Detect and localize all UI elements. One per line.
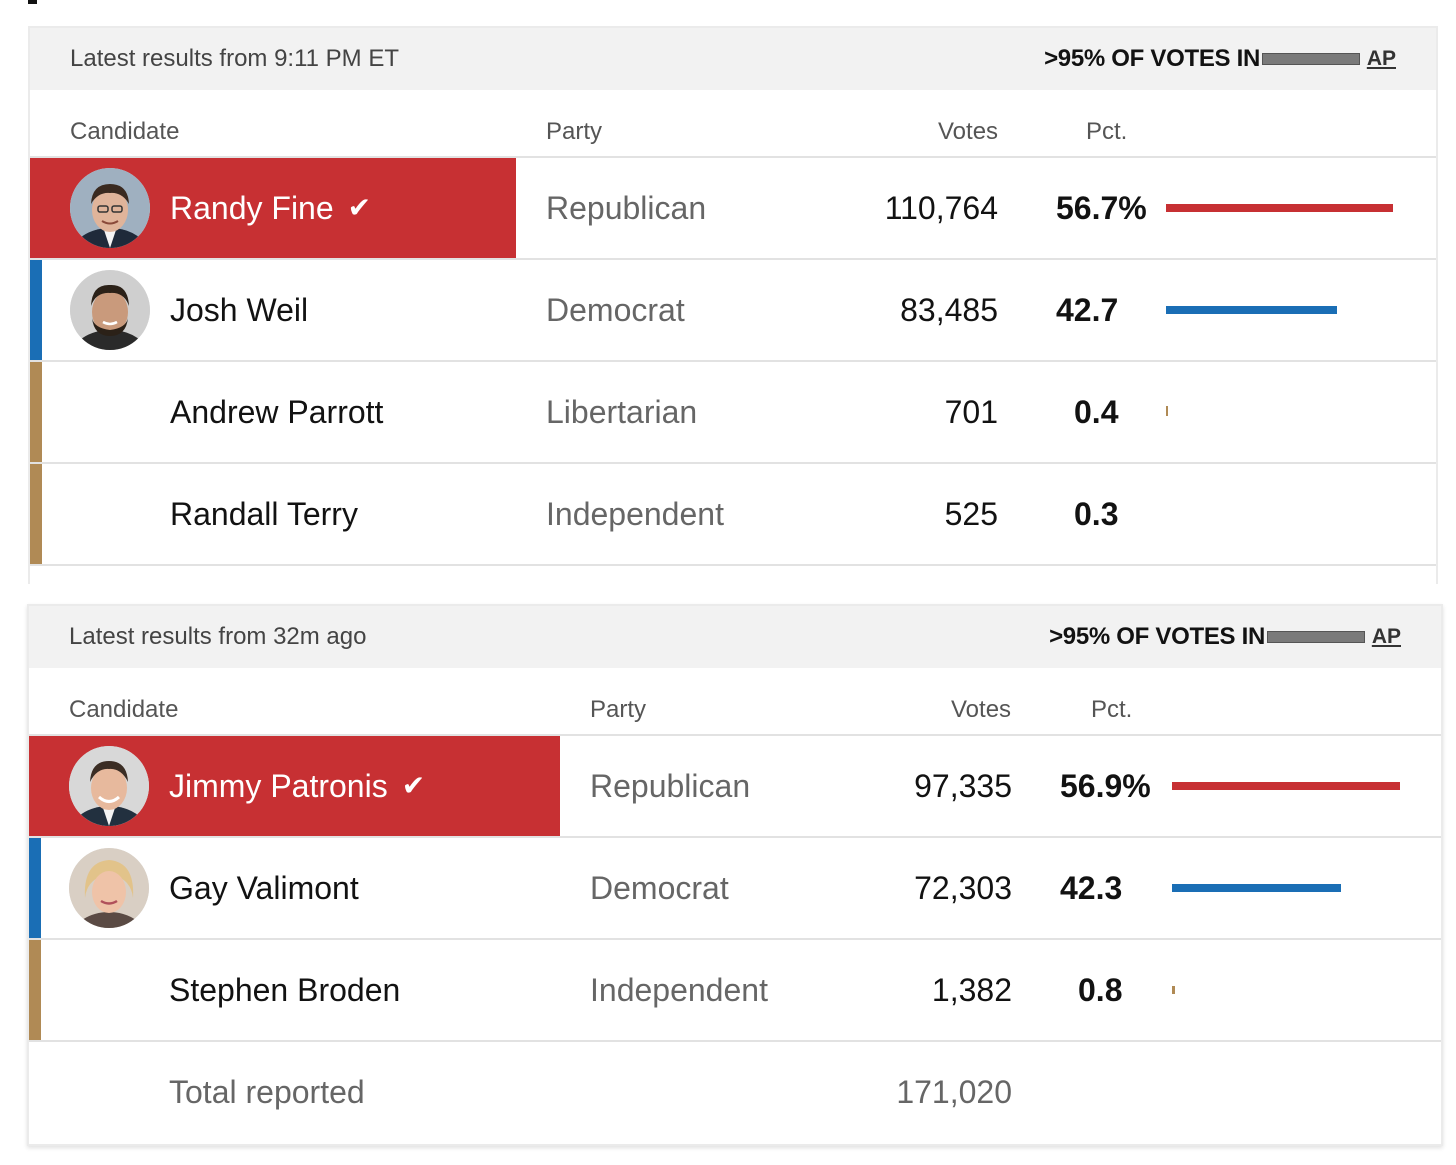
candidate-party: Republican bbox=[546, 190, 707, 226]
column-header-votes: Votes bbox=[938, 118, 999, 145]
candidate-name: Andrew Parrott bbox=[170, 394, 384, 430]
top-edge-mark bbox=[28, 0, 37, 4]
column-header-pct: Pct. bbox=[1091, 696, 1133, 723]
candidate-votes: 1,382 bbox=[931, 972, 1012, 1008]
candidate-photo bbox=[70, 168, 150, 248]
candidate-photo bbox=[70, 270, 150, 350]
party-color-stripe bbox=[30, 362, 42, 462]
candidate-party: Republican bbox=[590, 768, 751, 804]
candidate-row: Randall Terry Independent 525 0.3 bbox=[30, 464, 1436, 566]
pct-bar bbox=[1172, 782, 1400, 790]
party-color-stripe bbox=[30, 260, 42, 360]
candidate-pct: 42.7 bbox=[1056, 292, 1119, 328]
candidate-votes: 525 bbox=[944, 496, 998, 532]
latest-results-text: Latest results from 9:11 PM ET bbox=[70, 45, 400, 72]
party-color-stripe bbox=[29, 940, 41, 1040]
pct-bar bbox=[1172, 884, 1341, 892]
candidate-name: Jimmy Patronis ✔ bbox=[169, 736, 425, 836]
candidate-photo bbox=[69, 848, 149, 928]
total-reported-value: 171,020 bbox=[896, 1074, 1012, 1110]
pct-bar bbox=[1166, 306, 1337, 314]
candidate-votes: 701 bbox=[944, 394, 998, 430]
pct-bar bbox=[1166, 406, 1168, 416]
candidate-party: Independent bbox=[546, 496, 724, 532]
candidate-pct: 42.3 bbox=[1060, 870, 1123, 906]
candidate-votes: 83,485 bbox=[900, 292, 998, 328]
candidate-row: Randy Fine ✔ Republican 110,764 56.7% bbox=[30, 158, 1436, 260]
candidate-row: Gay Valimont Democrat 72,303 42.3 bbox=[29, 838, 1441, 940]
votes-in-label: >95% OF VOTES IN bbox=[1049, 623, 1265, 650]
race-results-panel-1: Latest results from 9:11 PM ET >95% OF V… bbox=[28, 26, 1438, 584]
candidate-party: Democrat bbox=[590, 870, 729, 906]
candidate-photo bbox=[69, 746, 149, 826]
ap-source-link[interactable]: AP bbox=[1371, 625, 1401, 648]
candidate-name: Stephen Broden bbox=[169, 972, 401, 1008]
winner-check-icon: ✔ bbox=[347, 192, 372, 223]
column-header-party: Party bbox=[546, 118, 603, 145]
results-header: Latest results from 9:11 PM ET >95% OF V… bbox=[30, 28, 1436, 90]
reporting-progress-bar bbox=[1262, 53, 1360, 65]
column-header-divider bbox=[30, 156, 1436, 158]
pct-bar bbox=[1166, 204, 1393, 212]
candidate-name: Josh Weil bbox=[170, 292, 309, 328]
column-header-pct: Pct. bbox=[1086, 118, 1128, 145]
total-reported-row: Total reported 171,020 bbox=[29, 1042, 1441, 1142]
candidate-name: Randy Fine ✔ bbox=[170, 158, 371, 258]
reporting-progress-bar bbox=[1267, 631, 1365, 643]
column-header-divider bbox=[29, 734, 1441, 736]
column-header-votes: Votes bbox=[951, 696, 1012, 723]
winner-check-icon: ✔ bbox=[401, 770, 426, 801]
candidate-pct: 0.3 bbox=[1074, 496, 1119, 532]
candidate-row: Andrew Parrott Libertarian 701 0.4 bbox=[30, 362, 1436, 464]
party-color-stripe bbox=[30, 464, 42, 564]
candidate-pct: 0.8 bbox=[1078, 972, 1123, 1008]
race-results-panel-2: Latest results from 32m ago >95% OF VOTE… bbox=[27, 604, 1443, 1146]
candidate-party: Democrat bbox=[546, 292, 685, 328]
candidate-votes: 97,335 bbox=[914, 768, 1012, 804]
candidate-votes: 72,303 bbox=[914, 870, 1012, 906]
candidate-row: Stephen Broden Independent 1,382 0.8 bbox=[29, 940, 1441, 1042]
total-reported-label: Total reported bbox=[169, 1074, 365, 1110]
candidate-votes: 110,764 bbox=[884, 190, 998, 226]
candidate-pct: 0.4 bbox=[1074, 394, 1119, 430]
pct-bar bbox=[1172, 986, 1175, 994]
column-header-candidate: Candidate bbox=[69, 696, 179, 723]
candidate-pct: 56.7% bbox=[1056, 190, 1147, 226]
column-header-candidate: Candidate bbox=[70, 118, 180, 145]
candidate-name: Randall Terry bbox=[170, 496, 358, 532]
candidate-party: Libertarian bbox=[546, 394, 698, 430]
column-header-party: Party bbox=[590, 696, 647, 723]
candidate-row: Josh Weil Democrat 83,485 42.7 bbox=[30, 260, 1436, 362]
candidate-name: Gay Valimont bbox=[169, 870, 359, 906]
party-color-stripe bbox=[29, 838, 41, 938]
results-header: Latest results from 32m ago >95% OF VOTE… bbox=[29, 606, 1441, 668]
votes-in-label: >95% OF VOTES IN bbox=[1044, 45, 1260, 72]
candidate-pct: 56.9% bbox=[1060, 768, 1151, 804]
ap-source-link[interactable]: AP bbox=[1366, 47, 1396, 70]
candidate-row: Jimmy Patronis ✔ Republican 97,335 56.9% bbox=[29, 736, 1441, 838]
latest-results-text: Latest results from 32m ago bbox=[69, 623, 367, 650]
candidate-party: Independent bbox=[590, 972, 768, 1008]
